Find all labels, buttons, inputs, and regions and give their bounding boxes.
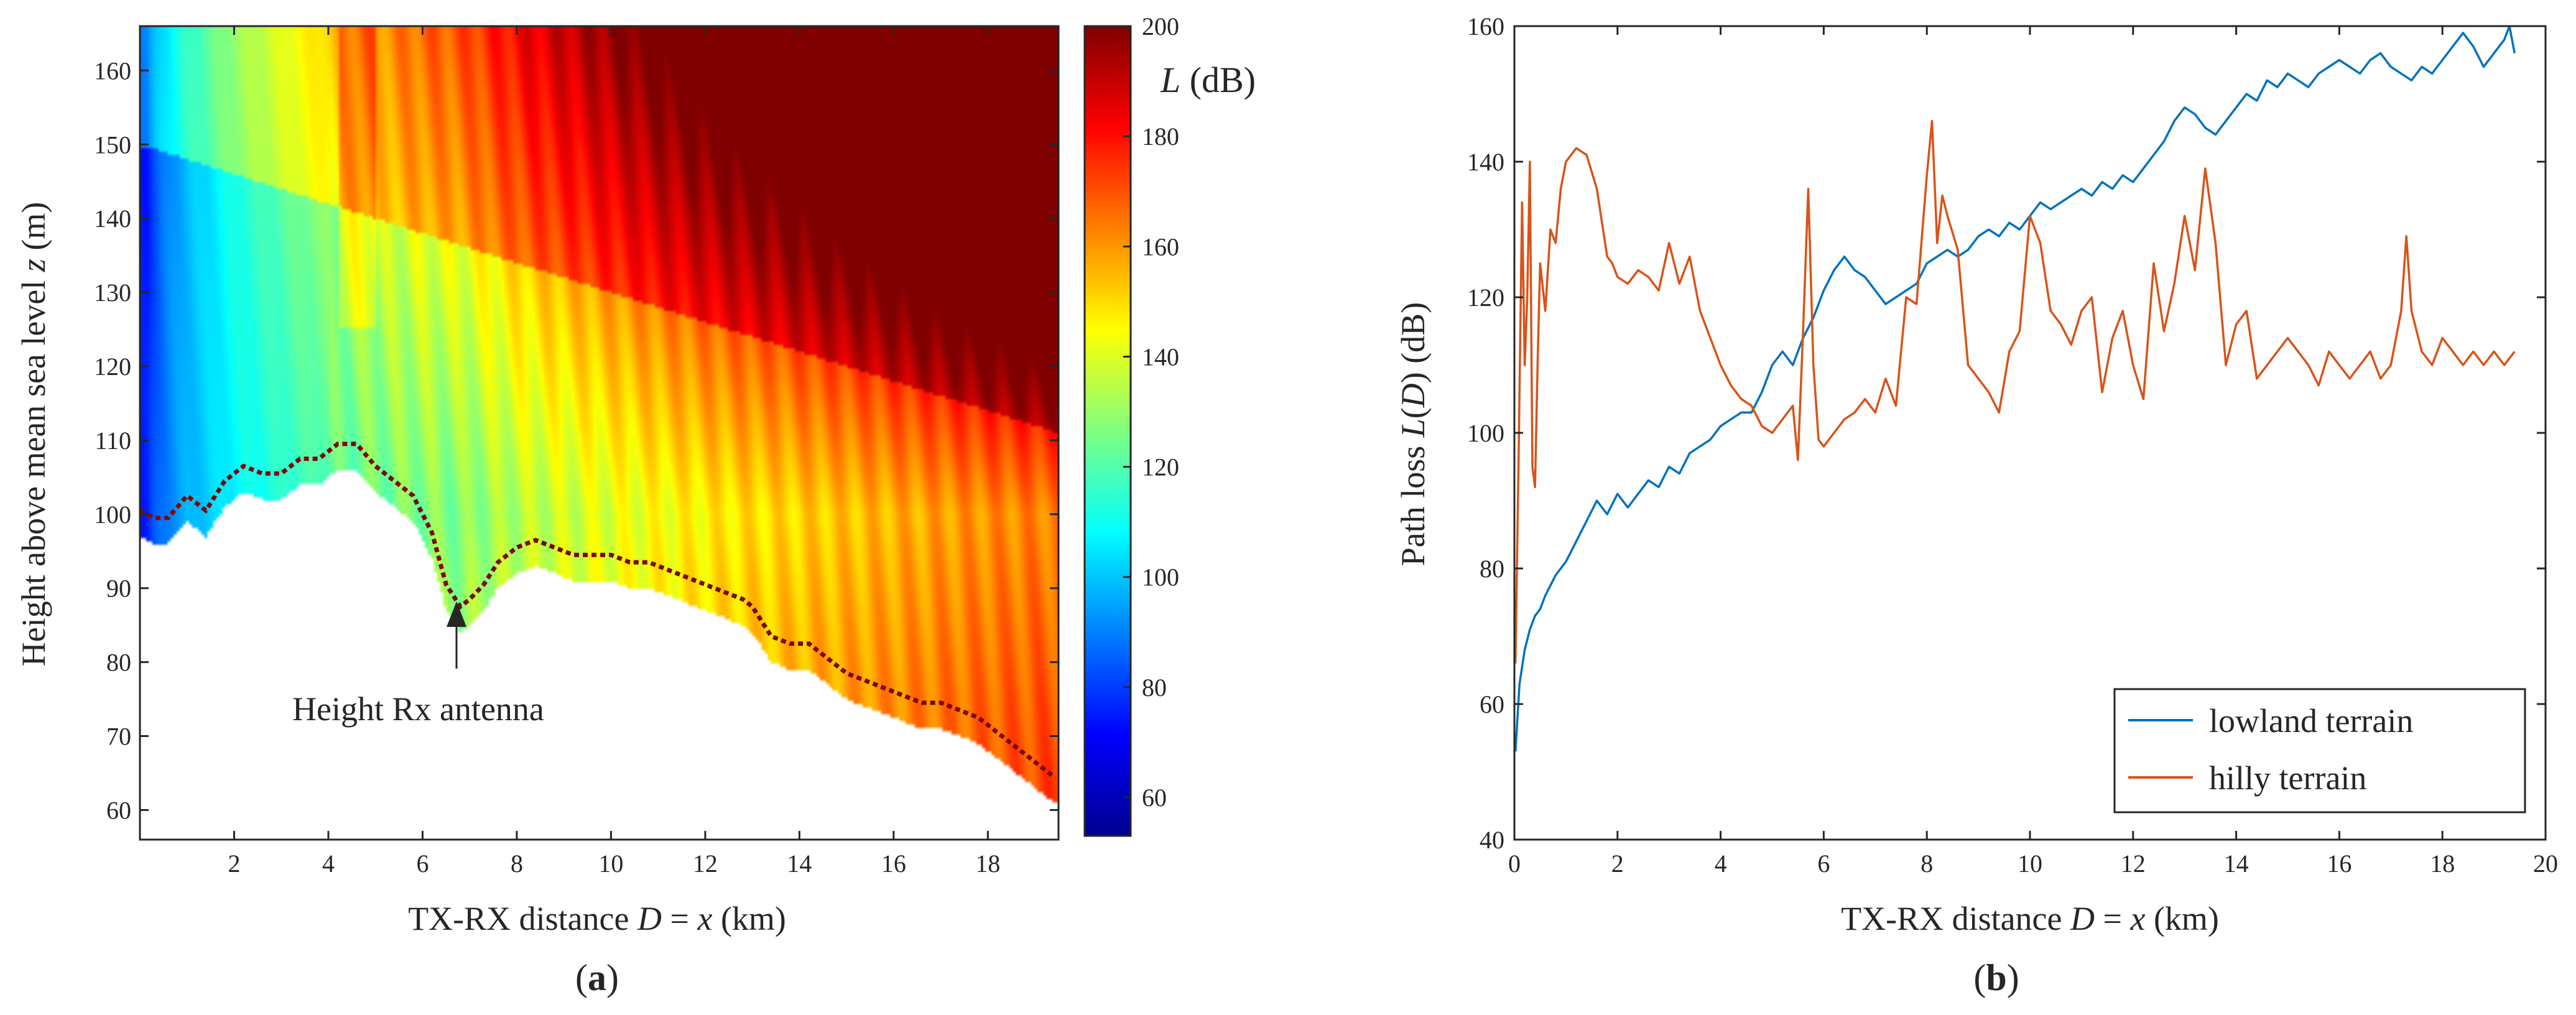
- colorbar-tick-label: 180: [1142, 123, 1179, 151]
- panel-a-y-axis-label: Height above mean sea level z (m): [15, 202, 52, 667]
- panel-b-x-tick-label: 16: [2327, 850, 2351, 878]
- panel-b-x-tick-label: 18: [2430, 850, 2455, 878]
- panel-b-x-tick-label: 2: [1611, 850, 1624, 878]
- colorbar-tick-label: 160: [1142, 233, 1179, 261]
- panel-a-axes-box: [139, 25, 1060, 841]
- panel-a-y-tick-label: 160: [94, 57, 131, 85]
- panel-b-x-tick-label: 20: [2533, 850, 2558, 878]
- colorbar-tick-label: 60: [1142, 784, 1167, 812]
- panel-a-x-axis-label: TX-RX distance D = x (km): [408, 900, 786, 937]
- colorbar-tick-label: 120: [1142, 453, 1179, 481]
- colorbar: 60 80 100 120 140 160 180 200 L (dB): [1083, 12, 1256, 837]
- colorbar-tick-label: 200: [1142, 12, 1179, 40]
- panel-a-x-ticks: 2 4 6 8 10 12 14 16 18: [228, 26, 1000, 878]
- panel-a-x-tick-label: 6: [416, 850, 429, 878]
- panel-b-x-tick-label: 12: [2121, 850, 2146, 878]
- legend-label-hilly: hilly terrain: [2209, 759, 2366, 797]
- colorbar-label: L (dB): [1160, 60, 1256, 100]
- panel-b-y-tick-label: 40: [1480, 826, 1504, 854]
- panel-b-y-tick-label: 140: [1467, 148, 1504, 176]
- panel-b-y-tick-label: 120: [1467, 284, 1504, 312]
- panel-b-series: [1514, 26, 2516, 752]
- panel-a-x-tick-label: 4: [322, 850, 335, 878]
- series-line-lowland: [1514, 26, 2516, 752]
- panel-a-y-tick-label: 110: [95, 427, 131, 455]
- panel-a-x-tick-label: 10: [598, 850, 623, 878]
- panel-b-x-tick-label: 14: [2224, 850, 2249, 878]
- series-line-hilly: [1514, 119, 2516, 664]
- panel-b: 0 2 4 6 8 10 12 14 16 18 20 40 60 80 100 120 140 160 low…: [1394, 12, 2558, 998]
- panel-a-y-tick-label: 130: [94, 279, 131, 307]
- panel-a-y-tick-label: 60: [106, 796, 131, 824]
- panel-a-y-tick-label: 140: [94, 205, 131, 233]
- panel-a-y-tick-label: 70: [106, 723, 131, 751]
- panel-b-x-tick-label: 10: [2018, 850, 2042, 878]
- panel-a-x-tick-label: 14: [787, 850, 812, 878]
- panel-b-y-tick-label: 100: [1467, 419, 1504, 447]
- panel-b-y-axis-label: Path loss L(D) (dB): [1394, 302, 1432, 567]
- panel-b-x-tick-label: 6: [1817, 850, 1830, 878]
- panel-b-y-ticks: 40 60 80 100 120 140 160: [1467, 12, 2546, 854]
- panel-a-y-tick-label: 120: [94, 353, 131, 381]
- colorbar-tick-label: 100: [1142, 563, 1179, 591]
- annotation-arrowhead: [447, 601, 466, 627]
- panel-a-x-tick-label: 2: [228, 850, 240, 878]
- panel-a-y-ticks: 60 70 80 90 100 110 120 130 140 150 160: [94, 57, 1059, 824]
- rx-antenna-height-line: [139, 442, 1055, 779]
- panel-b-x-tick-label: 0: [1508, 850, 1521, 878]
- colorbar-gradient: [1083, 25, 1132, 837]
- panel-b-y-tick-label: 60: [1480, 690, 1504, 718]
- panel-a-x-tick-label: 18: [975, 850, 1000, 878]
- panel-a-x-tick-label: 12: [693, 850, 718, 878]
- panel-a-y-tick-label: 100: [94, 501, 131, 529]
- panel-b-y-tick-label: 160: [1467, 12, 1504, 40]
- path-loss-heatmap: [140, 26, 1059, 840]
- panel-a: 2 4 6 8 10 12 14 16 18 60 70 80 90 100 110 120 130 140 15…: [15, 12, 1256, 998]
- panel-b-x-ticks: 0 2 4 6 8 10 12 14 16 18 20: [1508, 26, 2558, 878]
- panel-a-y-tick-label: 80: [106, 649, 131, 677]
- rx-antenna-annotation: Height Rx antenna: [292, 601, 544, 728]
- panel-a-caption: (a): [575, 957, 619, 998]
- panel-b-x-tick-label: 8: [1920, 850, 1933, 878]
- panel-b-caption: (b): [1973, 957, 2019, 998]
- colorbar-ticks: 60 80 100 120 140 160 180 200: [1123, 12, 1179, 812]
- panel-b-x-tick-label: 4: [1715, 850, 1727, 878]
- legend: lowland terrain hilly terrain: [2113, 688, 2526, 813]
- colorbar-tick-label: 80: [1142, 674, 1167, 702]
- rx-antenna-height-path: [139, 442, 1055, 779]
- colorbar-tick-label: 140: [1142, 343, 1179, 371]
- annotation-label: Height Rx antenna: [292, 690, 544, 728]
- legend-box: [2113, 688, 2526, 813]
- panel-a-y-tick-label: 150: [94, 131, 131, 159]
- panel-a-y-tick-label: 90: [106, 575, 131, 603]
- panel-a-x-tick-label: 16: [881, 850, 906, 878]
- panel-b-x-axis-label: TX-RX distance D = x (km): [1841, 900, 2219, 937]
- panel-a-x-tick-label: 8: [511, 850, 523, 878]
- legend-label-lowland: lowland terrain: [2209, 702, 2413, 739]
- panel-b-y-tick-label: 80: [1480, 555, 1504, 583]
